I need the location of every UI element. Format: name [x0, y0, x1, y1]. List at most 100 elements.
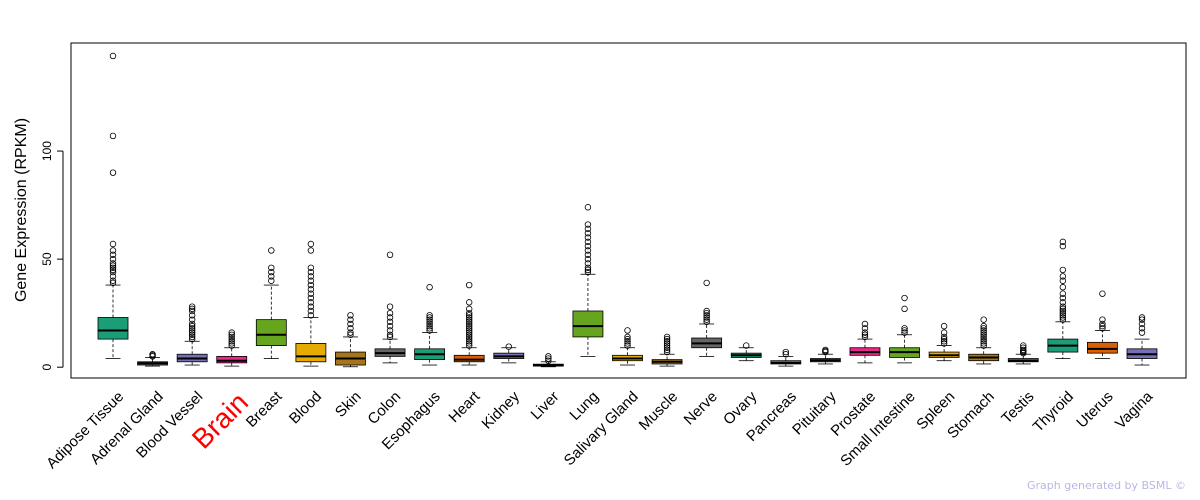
outlier-point	[584, 260, 592, 267]
outlier-point	[624, 338, 631, 345]
outlier-point	[584, 247, 592, 254]
outlier-point	[940, 333, 948, 341]
iqr-box	[572, 310, 604, 338]
outlier-point	[268, 273, 275, 280]
outlier-point	[426, 322, 433, 330]
x-tick-label: Nerve	[681, 388, 721, 428]
box-adrenal-gland	[137, 351, 168, 367]
outlier-point	[109, 240, 117, 248]
outlier-point	[584, 242, 592, 250]
box-stomach	[968, 316, 1000, 365]
outlier-point	[703, 307, 710, 315]
outlier-point	[1059, 277, 1067, 284]
outlier-point	[663, 333, 671, 341]
outlier-point	[109, 266, 117, 274]
outlier-point	[188, 333, 196, 341]
iqr-box	[1087, 341, 1118, 354]
outlier-point	[465, 281, 473, 289]
outlier-point	[426, 312, 433, 319]
box-testis	[1007, 342, 1039, 365]
outlier-point	[347, 325, 354, 332]
outlier-point	[386, 318, 394, 326]
outlier-point	[109, 169, 117, 176]
box-blood	[295, 240, 327, 367]
x-tick-label: Thyroid	[1030, 388, 1077, 435]
outlier-point	[426, 284, 433, 291]
outlier-point	[663, 348, 671, 356]
graph-credit: Graph generated by BSML ©	[1027, 479, 1186, 492]
outlier-point	[188, 305, 196, 313]
outlier-point	[505, 343, 512, 350]
outlier-point	[1059, 294, 1067, 302]
box-prostate	[849, 320, 881, 364]
outlier-point	[109, 251, 117, 259]
outlier-point	[940, 338, 948, 345]
outlier-point	[465, 318, 473, 326]
outlier-point	[109, 273, 117, 280]
box-ovary	[730, 342, 762, 362]
outlier-point	[624, 342, 631, 349]
outlier-point	[465, 320, 473, 328]
box-skin	[335, 312, 366, 368]
outlier-point	[1099, 322, 1106, 330]
outlier-point	[1059, 238, 1067, 246]
outlier-point	[307, 286, 315, 293]
outlier-point	[149, 351, 156, 358]
outlier-point	[1059, 305, 1067, 313]
outlier-point	[386, 331, 394, 338]
outlier-point	[307, 247, 315, 254]
iqr-box	[216, 355, 248, 364]
outlier-point	[980, 322, 987, 330]
outlier-point	[584, 221, 592, 228]
outlier-point	[347, 331, 354, 338]
outlier-point	[861, 320, 869, 328]
outlier-point	[1059, 314, 1067, 321]
outlier-point	[1138, 329, 1146, 336]
outlier-point	[703, 279, 710, 287]
outlier-point	[703, 316, 710, 323]
outlier-point	[465, 314, 473, 321]
outlier-point	[188, 325, 196, 332]
outlier-point	[347, 312, 354, 319]
outlier-point	[465, 305, 473, 313]
outlier-point	[386, 333, 394, 341]
x-tick-label: Uterus	[1073, 388, 1116, 431]
outlier-point	[465, 309, 473, 317]
outlier-point	[545, 357, 552, 364]
outlier-point	[109, 255, 117, 263]
outlier-point	[1020, 344, 1027, 351]
outlier-point	[1138, 316, 1146, 323]
plot-frame	[70, 42, 1187, 379]
outlier-point	[307, 312, 315, 319]
outlier-point	[861, 325, 869, 332]
outlier-point	[426, 314, 433, 321]
box-liver	[532, 353, 564, 368]
outlier-point	[1059, 309, 1067, 317]
outlier-point	[980, 342, 987, 349]
x-tick-label: Liver	[528, 388, 563, 423]
outlier-point	[465, 338, 473, 345]
iqr-box	[295, 343, 327, 363]
outlier-point	[307, 299, 315, 306]
box-uterus	[1087, 290, 1118, 359]
outlier-point	[703, 318, 710, 326]
outlier-point	[940, 340, 948, 347]
box-esophagus	[414, 284, 446, 366]
outlier-point	[386, 303, 394, 310]
outlier-point	[307, 240, 315, 248]
box-thyroid	[1047, 238, 1079, 359]
outlier-point	[465, 322, 473, 330]
outlier-point	[980, 327, 987, 334]
outlier-point	[109, 262, 117, 269]
outlier-point	[584, 266, 592, 274]
outlier-point	[663, 335, 671, 343]
outlier-point	[1059, 312, 1067, 319]
outlier-point	[584, 238, 592, 246]
outlier-point	[1020, 346, 1027, 354]
outlier-point	[940, 322, 948, 330]
outlier-point	[1138, 314, 1146, 321]
outlier-point	[109, 260, 117, 267]
outlier-point	[1099, 316, 1106, 323]
outlier-point	[861, 333, 869, 341]
